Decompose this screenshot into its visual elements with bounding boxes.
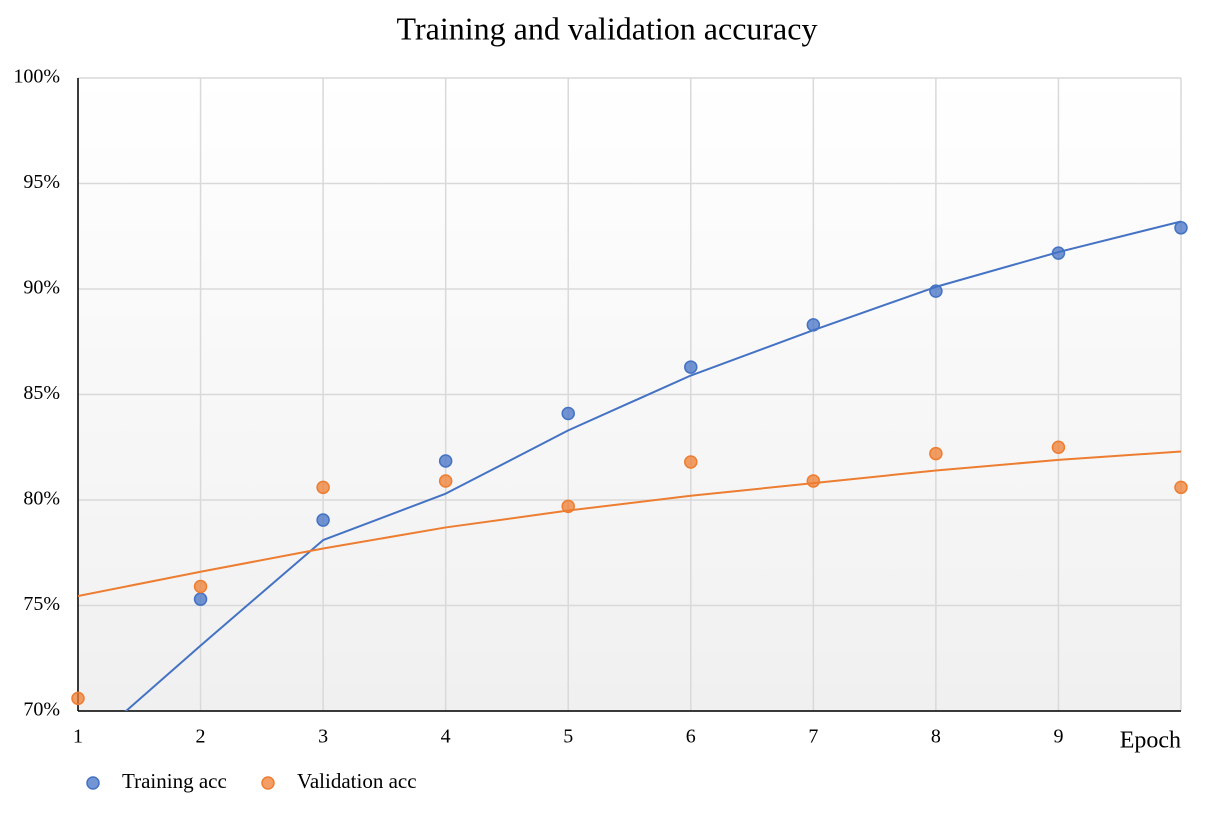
x-tick-label: 3 — [318, 726, 328, 748]
point — [71, 691, 85, 706]
x-axis-label: Epoch — [1120, 728, 1181, 754]
x-tick-label: 5 — [563, 726, 573, 748]
legend-label: Training acc — [122, 769, 227, 793]
point — [1174, 480, 1188, 495]
y-tick-label: 80% — [23, 488, 60, 510]
point — [438, 454, 453, 468]
legend-marker — [86, 776, 100, 790]
x-tick-label: 4 — [441, 726, 451, 748]
y-tick-label: 100% — [13, 66, 60, 88]
y-tick-label: 75% — [23, 593, 60, 615]
x-tick-label: 1 — [73, 726, 83, 748]
y-tick-label: 85% — [23, 382, 60, 404]
x-tick-label: 9 — [1053, 726, 1063, 748]
legend-marker — [261, 776, 275, 790]
y-tick-label: 90% — [23, 277, 60, 299]
point — [1051, 246, 1066, 260]
legend-label: Validation acc — [297, 769, 417, 793]
point — [193, 579, 208, 594]
point — [1051, 440, 1066, 454]
point — [929, 284, 943, 298]
point — [193, 592, 208, 606]
point — [684, 360, 698, 374]
x-tick-label: 7 — [808, 726, 818, 748]
y-tick-label: 95% — [23, 171, 60, 193]
point — [438, 474, 453, 488]
point — [316, 480, 330, 495]
trend-line — [78, 450, 1181, 597]
point — [561, 406, 575, 421]
point — [684, 455, 698, 469]
plot — [78, 220, 1181, 711]
x-tick-label: 6 — [686, 726, 696, 748]
point — [1174, 221, 1188, 235]
y-tick-label: 70% — [23, 699, 60, 721]
point — [316, 513, 330, 527]
point — [806, 474, 821, 488]
point — [561, 499, 575, 514]
point — [806, 318, 821, 332]
x-tick-label: 8 — [931, 726, 941, 748]
trend-line — [124, 220, 1181, 711]
x-tick-label: 2 — [196, 726, 206, 748]
point — [929, 446, 943, 461]
chart-title: Training and validation accuracy — [397, 10, 818, 46]
